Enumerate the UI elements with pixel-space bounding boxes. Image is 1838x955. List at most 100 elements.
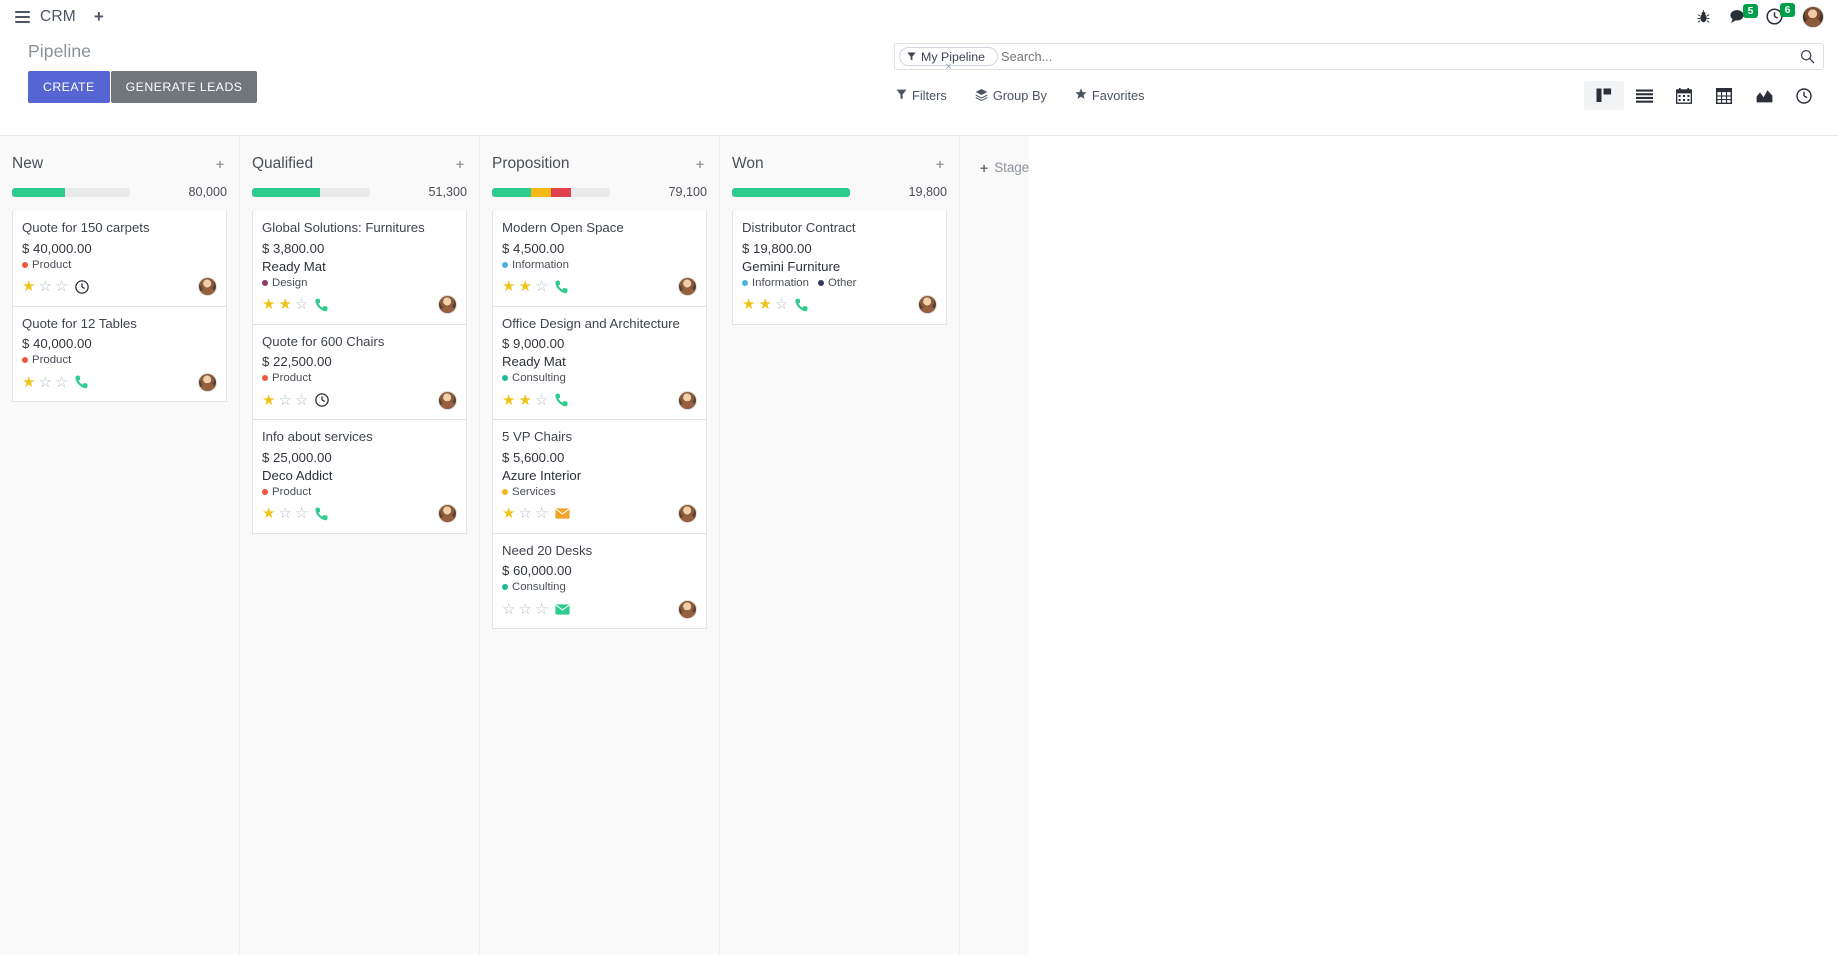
priority-star-1[interactable]: ☆ [502,600,516,618]
priority-star-3[interactable]: ☆ [534,278,549,295]
card-assignee-avatar[interactable] [198,277,217,296]
card-tag[interactable]: Product [22,354,71,366]
card-tag[interactable]: Product [262,486,311,498]
priority-star-1[interactable]: ★ [502,391,516,409]
priority-star-2[interactable]: ★ [278,296,292,313]
card-assignee-avatar[interactable] [438,504,457,523]
app-brand-crm[interactable]: CRM [40,7,76,25]
priority-star-2[interactable]: ★ [518,391,532,409]
priority-star-3[interactable]: ☆ [294,505,309,522]
card-tag[interactable]: Product [22,259,71,271]
priority-star-3[interactable]: ☆ [54,373,69,391]
card-assignee-avatar[interactable] [438,390,457,410]
create-button[interactable]: CREATE [28,71,110,103]
card-tag[interactable]: Design [262,277,307,289]
new-tab-plus-icon[interactable]: + [93,7,104,26]
priority-star-3[interactable]: ☆ [534,505,549,522]
card-assignee-avatar[interactable] [918,295,937,314]
kanban-card[interactable]: Distributor Contract $ 19,800.00 Gemini … [732,211,947,325]
priority-star-2[interactable]: ★ [758,296,772,313]
card-assignee-avatar[interactable] [678,504,697,523]
priority-star-1[interactable]: ★ [262,296,276,313]
group-by-dropdown[interactable]: Group By [975,88,1047,104]
breadcrumb[interactable]: Pipeline [28,41,92,61]
kanban-card[interactable]: Office Design and Architecture $ 9,000.0… [492,306,707,420]
priority-star-3[interactable]: ☆ [54,278,69,295]
priority-star-1[interactable]: ★ [502,505,516,522]
phone-icon[interactable] [315,507,328,521]
card-tag[interactable]: Information [502,259,569,271]
kanban-column-progressbar[interactable] [252,187,370,197]
kanban-card[interactable]: Modern Open Space $ 4,500.00 Information… [492,211,707,307]
priority-star-3[interactable]: ☆ [294,296,309,313]
messages-icon[interactable]: 5 [1729,4,1758,24]
calendar-view-icon[interactable] [1664,81,1704,110]
kanban-card[interactable]: Quote for 12 Tables $ 40,000.00 Product … [12,306,227,402]
add-card-plus-icon[interactable]: + [935,156,944,172]
priority-star-3[interactable]: ☆ [534,600,549,618]
kanban-view-icon[interactable] [1584,81,1624,110]
priority-star-1[interactable]: ★ [502,278,516,295]
card-tag[interactable]: Information [742,277,809,289]
clock-icon[interactable]: 6 [1766,3,1795,25]
filters-dropdown[interactable]: Filters [896,88,947,103]
card-tag[interactable]: Consulting [502,372,566,384]
priority-star-1[interactable]: ★ [22,278,36,295]
clock-icon[interactable] [75,279,90,294]
priority-star-1[interactable]: ★ [742,296,756,313]
card-tag[interactable]: Product [262,372,311,384]
kanban-column-progressbar[interactable] [12,187,130,197]
phone-icon[interactable] [795,298,808,312]
search-facet-remove-icon[interactable]: × [945,61,952,73]
phone-icon[interactable] [75,375,88,389]
hamburger-menu-icon[interactable] [8,5,36,29]
kanban-card[interactable]: Need 20 Desks $ 60,000.00 Consulting ☆ ☆ ☆ [492,533,707,629]
phone-icon[interactable] [555,393,568,407]
kanban-column-progressbar[interactable] [492,187,610,197]
add-card-plus-icon[interactable]: + [695,156,704,172]
priority-star-3[interactable]: ☆ [294,391,309,409]
user-avatar[interactable] [1802,5,1824,28]
kanban-column-progressbar[interactable] [732,187,850,197]
priority-star-2[interactable]: ☆ [518,600,532,618]
kanban-card[interactable]: 5 VP Chairs $ 5,600.00 Azure Interior Se… [492,420,707,534]
card-tag[interactable]: Other [817,277,856,289]
priority-star-2[interactable]: ☆ [518,505,532,522]
pivot-view-icon[interactable] [1704,81,1744,110]
priority-star-2[interactable]: ★ [518,278,532,295]
priority-star-1[interactable]: ★ [262,391,276,409]
priority-star-2[interactable]: ☆ [278,505,292,522]
priority-star-2[interactable]: ☆ [38,278,52,295]
card-assignee-avatar[interactable] [678,277,697,296]
list-view-icon[interactable] [1624,81,1664,110]
kanban-card[interactable]: Quote for 600 Chairs $ 22,500.00 Product… [252,324,467,420]
search-facet-my-pipeline[interactable]: My Pipeline × [899,47,999,73]
favorites-dropdown[interactable]: Favorites [1075,88,1145,103]
priority-star-3[interactable]: ☆ [534,391,549,409]
add-card-plus-icon[interactable]: + [215,156,224,172]
graph-view-icon[interactable] [1744,81,1784,110]
kanban-card[interactable]: Global Solutions: Furnitures $ 3,800.00 … [252,211,467,325]
envelope-icon[interactable] [555,508,570,519]
kanban-card[interactable]: Info about services $ 25,000.00 Deco Add… [252,420,467,534]
card-assignee-avatar[interactable] [678,390,697,410]
priority-star-2[interactable]: ☆ [278,391,292,409]
kanban-card[interactable]: Quote for 150 carpets $ 40,000.00 Produc… [12,211,227,307]
search-view[interactable]: My Pipeline × [894,43,1824,73]
search-input[interactable] [998,49,1800,64]
phone-icon[interactable] [315,298,328,312]
envelope-icon[interactable] [555,603,570,615]
card-tag[interactable]: Services [502,486,556,498]
add-stage-button[interactable]: + Stage [980,160,1029,175]
card-assignee-avatar[interactable] [438,295,457,314]
clock-icon[interactable] [315,393,330,407]
magnifier-icon[interactable] [1800,49,1815,64]
priority-star-1[interactable]: ★ [22,373,36,391]
bug-icon[interactable] [1697,9,1710,24]
generate-leads-button[interactable]: GENERATE LEADS [110,71,258,103]
card-assignee-avatar[interactable] [198,372,217,392]
activity-clock-view-icon[interactable] [1784,81,1824,110]
add-card-plus-icon[interactable]: + [455,156,464,172]
priority-star-2[interactable]: ☆ [38,373,52,391]
phone-icon[interactable] [555,280,568,294]
